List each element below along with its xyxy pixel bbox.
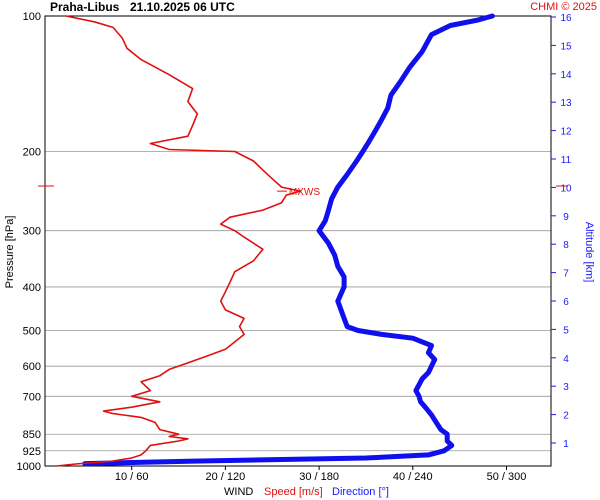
pressure-tick-label: 925: [23, 446, 41, 458]
altitude-tick-label: 9: [563, 212, 569, 223]
pressure-tick-labels: 100 200 300 400 500 600 700 850 925 1000: [17, 11, 41, 473]
pressure-grid: [45, 151, 551, 452]
altitude-tick-label: 2: [563, 411, 569, 422]
altitude-tick-label: 4: [563, 354, 569, 365]
x-tick-label: 20 / 120: [206, 471, 246, 483]
wind-label: WIND: [224, 486, 253, 498]
altitude-tick-label: 7: [563, 269, 569, 280]
pressure-tick-label: 300: [23, 226, 41, 238]
series-layer: [56, 13, 495, 467]
altitude-tick-label: 5: [563, 325, 569, 336]
altitude-tick-label: 10: [560, 183, 572, 194]
altitude-tick-label: 16: [560, 13, 572, 24]
pressure-tick-label: 200: [23, 146, 41, 158]
x-tick-label: 40 / 240: [393, 471, 433, 483]
speed-line: [56, 15, 302, 467]
pressure-tick-label: 700: [23, 391, 41, 403]
direction-line: [82, 13, 495, 467]
credit-label: CHMI © 2025: [530, 1, 597, 13]
pressure-tick-label: 1000: [17, 461, 41, 473]
altitude-tick-label: 11: [561, 155, 572, 166]
altitude-tick-label: 15: [560, 41, 572, 52]
direction-legend: Direction [°]: [332, 486, 389, 498]
x-tick-label: 10 / 60: [115, 471, 149, 483]
pressure-tick-label: 850: [23, 429, 41, 441]
pressure-axis-label: Pressure [hPa]: [4, 216, 16, 289]
altitude-tick-label: 6: [563, 297, 569, 308]
x-tick-label: 50 / 300: [487, 471, 527, 483]
pressure-tick-label: 100: [23, 11, 41, 23]
station-title: Praha-Libus: [50, 0, 120, 14]
datetime-title: 21.10.2025 06 UTC: [130, 0, 235, 14]
pressure-tick-label: 600: [23, 361, 41, 373]
plot-frame: [44, 15, 552, 467]
altitude-tick-label: 1: [563, 439, 569, 450]
x-tick-label: 30 / 180: [299, 471, 339, 483]
wind-tick-labels: 10 / 60 20 / 120 30 / 180 40 / 240 50 / 300: [115, 466, 527, 483]
altitude-tick-label: 8: [563, 240, 569, 251]
altitude-tick-label: 12: [560, 127, 572, 138]
speed-legend: Speed [m/s]: [264, 486, 323, 498]
altitude-tick-label: 14: [560, 70, 572, 81]
altitude-tick-label: 3: [563, 382, 569, 393]
pressure-tick-label: 500: [23, 326, 41, 338]
mxws-label: MXWS: [289, 187, 320, 198]
pressure-tick-label: 400: [23, 282, 41, 294]
altitude-tick-label: 13: [560, 98, 572, 109]
altitude-axis-label: Altitude [km]: [583, 222, 595, 283]
